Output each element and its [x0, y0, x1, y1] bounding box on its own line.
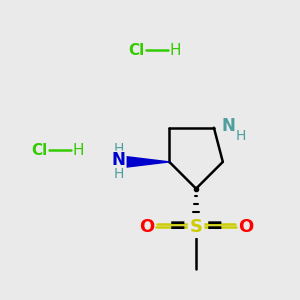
Text: S: S: [190, 218, 202, 236]
Text: H: H: [114, 142, 124, 155]
Text: O: O: [238, 218, 253, 236]
Text: H: H: [114, 167, 124, 182]
Polygon shape: [120, 156, 169, 168]
Text: N: N: [112, 152, 126, 169]
Text: =: =: [169, 216, 186, 236]
Text: Cl: Cl: [128, 43, 144, 58]
Text: H: H: [235, 129, 246, 143]
Text: H: H: [169, 43, 181, 58]
Text: Cl: Cl: [31, 142, 47, 158]
Text: O: O: [139, 218, 154, 236]
Text: H: H: [73, 142, 84, 158]
Text: N: N: [221, 117, 235, 135]
Text: =: =: [206, 216, 224, 236]
